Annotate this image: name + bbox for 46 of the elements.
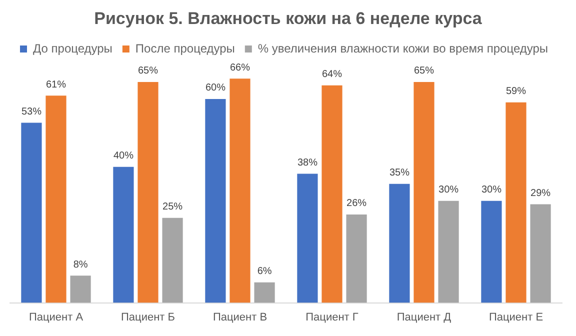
data-label: 29% — [530, 188, 551, 200]
data-label: 40% — [113, 150, 134, 162]
bar — [21, 122, 42, 303]
bar — [162, 218, 183, 303]
data-label: 35% — [389, 168, 410, 179]
bar — [322, 85, 342, 303]
bar — [346, 214, 367, 303]
bar — [70, 276, 91, 303]
data-label: 38% — [297, 157, 318, 168]
x-tick-label: Пациент В — [212, 311, 268, 324]
bar — [414, 82, 434, 303]
legend-label: % увеличения влажности кожи во время процедуры — [258, 41, 548, 56]
bar — [481, 200, 502, 303]
chart-title: Рисунок 5. Влажность кожи на 6 неделе курса — [93, 8, 483, 30]
bar — [230, 78, 250, 303]
bar — [438, 200, 459, 303]
data-label: 30% — [481, 184, 502, 196]
legend-label: До процедуры — [33, 41, 112, 56]
legend-label: После процедуры — [135, 41, 235, 56]
bar — [530, 204, 551, 303]
bar — [254, 282, 275, 303]
x-tick-label: Пациент Е — [488, 311, 544, 324]
data-label: 25% — [162, 202, 183, 213]
data-label: 53% — [21, 106, 42, 118]
bar — [138, 82, 158, 303]
bar — [46, 96, 66, 303]
data-label: 64% — [322, 69, 342, 80]
bar — [113, 166, 134, 303]
bar — [389, 184, 410, 303]
x-tick-label: Пациент Б — [121, 311, 175, 324]
data-label: 6% — [257, 266, 272, 278]
bar — [297, 174, 318, 303]
data-label: 8% — [73, 259, 88, 270]
bar — [205, 98, 226, 303]
data-label: 61% — [46, 79, 66, 90]
data-label: 66% — [230, 62, 250, 74]
x-tick-label: Пациент А — [28, 311, 84, 324]
bar — [506, 102, 526, 303]
data-label: 65% — [414, 66, 434, 77]
x-tick-label: Пациент Г — [306, 311, 358, 324]
data-label: 59% — [506, 86, 526, 98]
data-label: 30% — [438, 184, 459, 196]
data-label: 26% — [346, 198, 367, 210]
x-tick-label: Пациент Д — [396, 311, 452, 324]
data-label: 60% — [205, 82, 226, 94]
data-label: 65% — [138, 66, 158, 77]
